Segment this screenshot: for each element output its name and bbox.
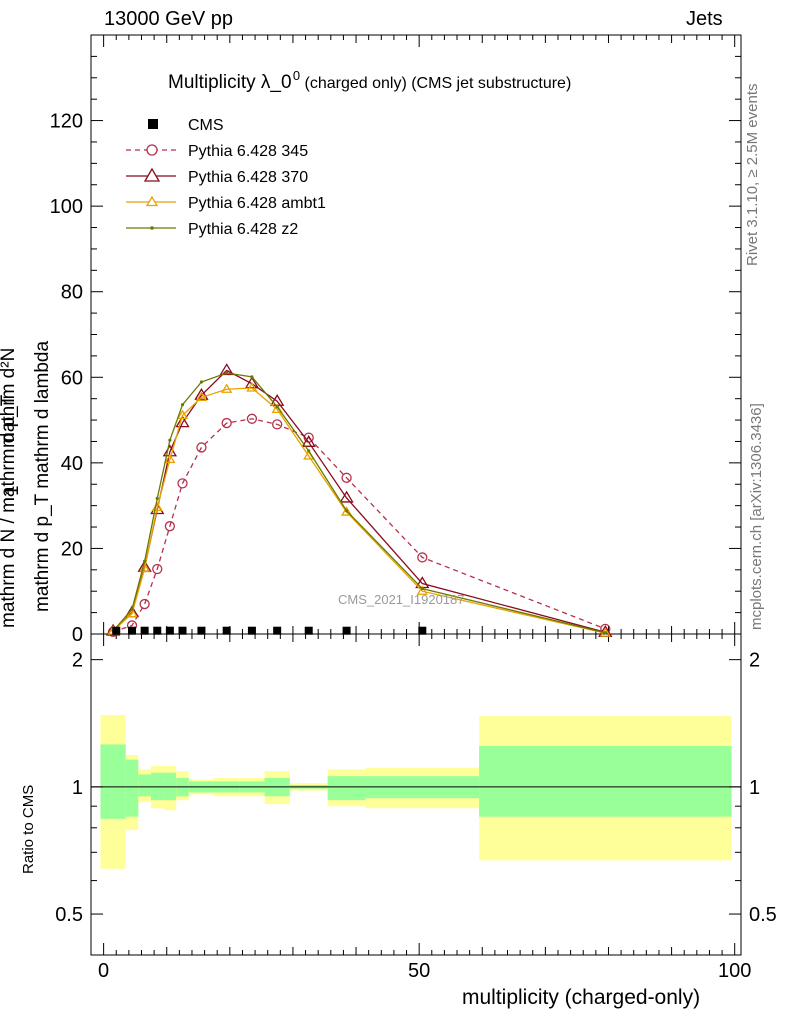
main-title-rest: (charged only) (CMS jet substructure) [300,75,571,92]
legend: CMS Pythia 6.428 345 Pythia 6.428 370 Pythi… [126,117,326,238]
point-cms [165,626,174,635]
legend-marker-z2 [150,226,154,230]
ratio-ytick-label-left: 0.5 [55,904,83,926]
legend-marker-cms [148,119,158,129]
point-p345 [417,552,428,563]
point-ambt1 [416,585,428,595]
point-z2 [155,496,159,500]
ratio-xtick-label: 50 [408,960,430,982]
point-cms [128,626,137,635]
point-ambt1 [271,403,283,414]
ratio-ytick-label-right: 2 [749,650,760,672]
ratio-ytick-label-left: 1 [72,777,83,799]
point-ambt1 [340,506,353,516]
point-z2 [225,371,229,375]
point-z2 [250,375,254,379]
legend-label-z2: Pythia 6.428 z2 [188,221,298,238]
point-cms [273,626,282,635]
legend-label-p345: Pythia 6.428 345 [188,143,308,160]
main-ytick-label: 0 [72,624,83,646]
point-p370 [175,415,190,428]
series-line-ambt1 [112,387,606,634]
point-z2 [168,438,172,442]
ratio-band-inner-0 [100,744,126,819]
watermark: CMS_2021_I1920187 [338,592,465,607]
point-cms [153,626,162,635]
legend-label-ambt1: Pythia 6.428 ambt1 [188,195,326,212]
legend-marker-ambt1 [145,195,159,207]
point-p345 [139,598,150,610]
ratio-band-inner-1 [125,759,139,817]
point-cms [222,626,231,635]
point-p345 [341,472,352,483]
point-z2 [130,607,134,611]
point-cms [342,626,351,635]
main-ytick-label: 100 [50,196,83,218]
main-ytick-label: 60 [61,367,83,389]
point-p370 [339,490,354,503]
point-ambt1 [176,409,189,420]
main-title-superscript: 0 [293,68,300,83]
header-category-label: Jets [686,8,723,30]
point-p345 [164,521,176,532]
point-p345 [272,419,283,430]
point-p370 [194,387,209,400]
ratio-xtick-label: 100 [718,960,751,982]
main-ylabel-one-svg: 1 [2,485,23,496]
point-ambt1 [221,383,233,393]
legend-label-p370: Pythia 6.428 370 [188,169,308,186]
point-ambt1 [195,391,208,402]
ratio-ytick-label-right: 0.5 [749,904,777,926]
ratio-band-inner-13 [479,745,732,817]
ratio-plot-frame: 0 50 100 0.5 0.5 1 1 2 2 [55,633,777,982]
point-cms [418,626,427,635]
point-z2 [420,587,424,591]
series-line-p345 [112,418,606,633]
ratio-band-inner-2 [138,774,151,797]
x-axis-label: multiplicity (charged-only) [462,986,701,1009]
point-cms [140,626,149,635]
point-p345 [221,417,232,429]
point-z2 [180,403,185,407]
point-z2 [344,509,349,513]
main-ytick-label: 80 [61,282,83,304]
ratio-plot-border [90,633,742,956]
main-title-text: Multiplicity λ_0 [168,72,297,93]
series-layer [105,363,613,638]
series-line-z2 [112,372,606,634]
header-energy-label: 13000 GeV pp [104,8,233,30]
main-ytick-label: 20 [61,538,83,560]
point-z2 [307,449,311,453]
point-cms [112,626,121,635]
point-z2 [275,405,279,409]
main-ytick-label: 120 [50,111,83,133]
ratio-band-inner-11 [327,776,366,801]
point-ambt1 [246,382,258,392]
point-z2 [143,559,147,563]
point-cms [247,626,256,635]
ratio-bands [91,714,741,869]
ratio-ytick-label-left: 2 [72,650,83,672]
point-z2 [199,380,204,384]
legend-marker-p370 [143,167,161,182]
ratio-xtick-label: 0 [98,960,109,982]
point-p345 [246,413,258,424]
legend-marker-p345 [146,144,158,156]
legend-label-cms: CMS [188,117,224,134]
point-p370 [301,435,316,447]
main-title: Multiplicity λ_0 0 (charged only) (CMS j… [168,68,571,93]
point-p345 [177,478,188,489]
main-ytick-label: 40 [61,453,83,475]
point-cms [304,626,313,635]
point-ambt1 [164,453,176,464]
ratio-ytick-label-right: 1 [749,777,760,799]
point-cms [178,626,187,635]
point-p345 [196,442,207,453]
point-cms [197,626,206,635]
point-z2 [603,631,607,635]
point-p345 [152,563,163,575]
